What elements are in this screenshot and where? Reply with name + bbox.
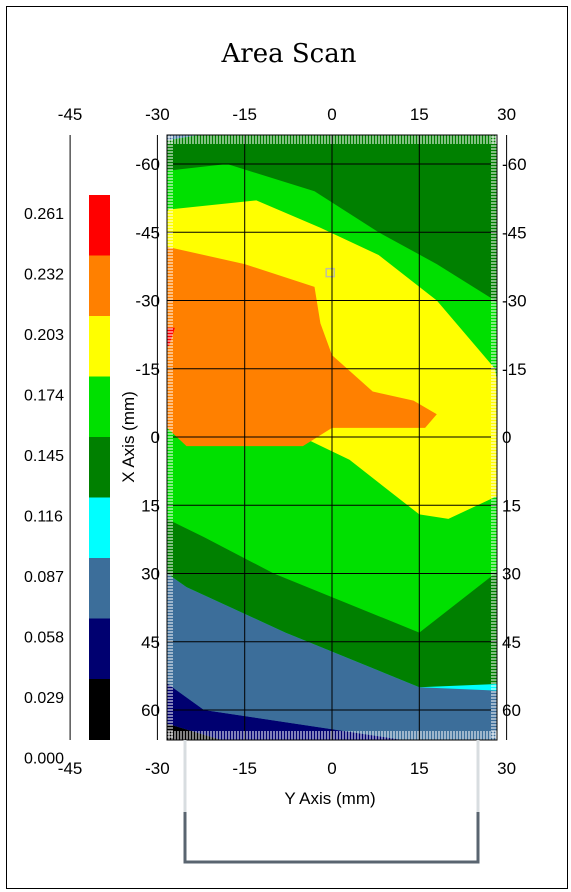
probe-marker — [325, 267, 335, 278]
left-tick-label: -30 — [135, 292, 160, 311]
legend-swatch — [89, 195, 110, 256]
legend-label: 0.116 — [24, 509, 63, 526]
right-tick-label: -45 — [502, 223, 527, 242]
legend-label: 0.058 — [24, 630, 64, 647]
bracket-marker — [183, 812, 480, 864]
bottom-tick-label: 15 — [410, 759, 429, 778]
legend-swatch — [89, 497, 110, 559]
bottom-tick-label: -15 — [232, 759, 257, 778]
right-tick-label: 30 — [502, 565, 521, 584]
left-tick-labels: -60 -45 -30 -15 0 15 30 45 60 — [135, 155, 160, 720]
contour-region-1 — [167, 683, 404, 740]
legend-swatch — [89, 376, 110, 438]
chart-title: Area Scan — [221, 39, 357, 69]
legend-label: 0.000 — [24, 751, 64, 768]
legend-swatch — [89, 255, 110, 317]
legend-label: 0.029 — [24, 690, 64, 707]
legend-label: 0.232 — [24, 267, 64, 284]
right-tick-label: -60 — [502, 155, 527, 174]
color-legend: 0.261 0.232 0.203 0.174 0.145 0.116 0.087 0.058… — [24, 195, 110, 768]
top-tick-label: 30 — [497, 105, 516, 124]
left-tick-label: 0 — [151, 428, 160, 447]
right-tick-label: 15 — [502, 496, 521, 515]
legend-swatch — [89, 618, 110, 680]
right-tick-label: 45 — [502, 633, 521, 652]
legend-swatch — [89, 437, 110, 498]
left-tick-label: -15 — [135, 360, 160, 379]
top-tick-label: -15 — [232, 105, 257, 124]
right-tick-label: 60 — [502, 701, 521, 720]
right-tick-label: -30 — [502, 292, 527, 311]
left-tick-label: -60 — [135, 155, 160, 174]
left-tick-label: 60 — [141, 701, 160, 720]
legend-swatch — [89, 316, 110, 377]
plot-border — [166, 134, 498, 741]
right-tick-label: -15 — [502, 360, 527, 379]
contour-region-11 — [167, 246, 437, 447]
top-tick-label: 0 — [327, 105, 336, 124]
legend-swatch — [89, 558, 110, 619]
grid-lines — [69, 135, 508, 740]
right-tick-label: 0 — [502, 428, 511, 447]
x-axis-label: Y Axis (mm) — [284, 789, 375, 808]
top-tick-label: 15 — [410, 105, 429, 124]
legend-label: 0.174 — [24, 388, 64, 405]
legend-label: 0.087 — [24, 569, 64, 586]
legend-label: 0.145 — [24, 448, 64, 465]
top-tick-label: -30 — [145, 105, 170, 124]
left-tick-label: -45 — [135, 223, 160, 242]
left-tick-label: 15 — [141, 496, 160, 515]
bottom-tick-label: 30 — [497, 759, 516, 778]
bottom-tick-label: -45 — [58, 759, 83, 778]
contour-region-6 — [565, 119, 571, 265]
bottom-tick-label: -30 — [145, 759, 170, 778]
tick-hatching — [167, 135, 497, 740]
left-tick-label: 45 — [141, 633, 160, 652]
legend-label: 0.261 — [24, 206, 64, 223]
bottom-tick-label: 0 — [327, 759, 336, 778]
right-tick-labels: -60 -45 -30 -15 0 15 30 45 60 — [502, 155, 527, 720]
top-tick-label: -45 — [58, 105, 83, 124]
legend-swatch — [89, 679, 110, 740]
legend-label: 0.203 — [24, 327, 64, 344]
left-tick-label: 30 — [141, 565, 160, 584]
y-axis-label: X Axis (mm) — [119, 391, 138, 483]
